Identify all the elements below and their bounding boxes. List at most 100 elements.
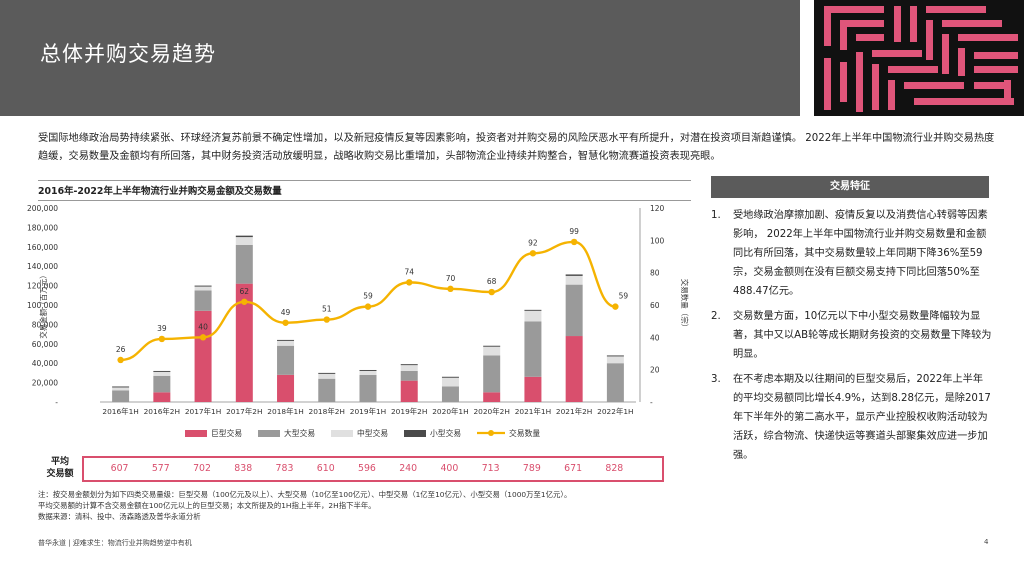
- bar-segment: [235, 237, 253, 245]
- y2-tick-label: -: [650, 398, 653, 407]
- deal-count-point: [158, 335, 166, 343]
- y2-axis-label: 交易数量（宗）: [680, 279, 690, 332]
- side-item-num: 3.: [711, 374, 721, 385]
- footer-text: 普华永道 | 迎难求生：物流行业并购趋势逆中有机: [38, 539, 192, 547]
- bar-segment: [483, 392, 501, 402]
- x-tick-label: 2021年2H: [556, 407, 592, 416]
- deal-count-label: 70: [446, 274, 456, 283]
- legend-label: 小型交易: [430, 428, 461, 438]
- deal-count-label: 51: [322, 305, 332, 314]
- bar-segment: [112, 387, 130, 391]
- page-title: 总体并购交易趋势: [40, 42, 216, 66]
- deal-count-point: [364, 303, 372, 310]
- deal-count-label: 59: [619, 292, 629, 301]
- bar-segment: [153, 375, 171, 393]
- bar-segment: [318, 372, 336, 374]
- note-line-3: 数据来源：清科、投中、汤森路透及普华永道分析: [38, 512, 201, 521]
- avg-value: 671: [564, 463, 583, 474]
- legend-label: 大型交易: [284, 428, 315, 438]
- avg-label-line2: 交易额: [46, 469, 74, 479]
- y2-tick-label: 20: [650, 366, 660, 375]
- deal-count-label: 68: [487, 277, 497, 286]
- deal-count-label: 40: [198, 322, 208, 331]
- legend-swatch: [331, 430, 353, 437]
- bar-segment: [524, 321, 542, 377]
- page-header: 总体并购交易趋势: [0, 0, 800, 116]
- bar-segment: [483, 346, 501, 356]
- avg-value: 607: [110, 463, 129, 474]
- bar-segment: [235, 283, 253, 402]
- deal-count-label: 59: [363, 292, 373, 301]
- bar-segment: [441, 377, 459, 387]
- avg-value: 596: [358, 463, 376, 474]
- deal-count-label: 39: [157, 324, 167, 333]
- bar-segment: [235, 235, 253, 238]
- avg-label: 平均 交易额: [38, 456, 82, 480]
- deal-count-point: [282, 319, 289, 326]
- bar-segment: [524, 376, 542, 402]
- y-tick-label: 120,000: [27, 282, 58, 291]
- y-tick-label: -: [55, 398, 58, 407]
- bar-segment: [565, 284, 583, 337]
- bar-segment: [441, 376, 459, 378]
- x-tick-label: 2019年1H: [350, 407, 386, 416]
- bar-segment: [112, 386, 130, 388]
- bar-segment: [359, 369, 377, 371]
- y2-tick-label: 80: [650, 269, 660, 278]
- y-tick-label: 100,000: [27, 301, 58, 310]
- bar-segment: [153, 370, 171, 372]
- bar-segment: [606, 356, 624, 364]
- x-tick-label: 2022年1H: [597, 407, 633, 416]
- side-item-text: 交易数量方面，10亿元以下中小型交易数量降幅较为显著，其中又以AB轮等成长期财务…: [733, 311, 992, 360]
- bar-segment: [483, 345, 501, 347]
- y-tick-label: 200,000: [27, 204, 58, 213]
- legend-swatch: [258, 430, 280, 437]
- deal-count-point: [570, 238, 578, 246]
- x-tick-label: 2020年1H: [432, 407, 468, 416]
- bar-segment: [277, 374, 295, 402]
- side-panel-list: 1. 受地缘政治摩擦加剧、疫情反复以及消费信心转弱等因素影响， 2022年上半年…: [711, 206, 993, 471]
- y-tick-label: 140,000: [27, 262, 58, 271]
- page-number: 4: [984, 538, 989, 546]
- x-tick-label: 2018年2H: [309, 407, 345, 416]
- deal-count-label: 49: [281, 308, 291, 317]
- x-tick-label: 2018年1H: [267, 407, 303, 416]
- bar-segment: [318, 378, 336, 402]
- y2-tick-label: 100: [650, 236, 665, 245]
- y-tick-label: 160,000: [27, 243, 58, 252]
- avg-value: 577: [151, 463, 170, 474]
- avg-value: 400: [440, 463, 459, 474]
- avg-value: 713: [481, 463, 500, 474]
- side-item-num: 2.: [711, 311, 721, 322]
- avg-value: 702: [193, 463, 211, 474]
- legend-line-marker: [488, 430, 494, 436]
- bar-segment: [565, 336, 583, 402]
- deal-count-point: [447, 285, 454, 293]
- deal-count-point: [241, 298, 248, 305]
- avg-value: 783: [275, 463, 294, 474]
- bar-segment: [153, 392, 171, 402]
- bar-segment: [359, 374, 377, 402]
- deal-count-label: 74: [404, 267, 414, 276]
- y-axis-label: 交易金额（百万元）: [38, 271, 48, 339]
- deal-count-point: [323, 316, 330, 323]
- side-item-text: 在不考虑本期及以往期间的巨型交易后，2022年上半年的平均交易额同比增长4.9%…: [733, 374, 991, 461]
- chart-notes: 注：按交易金额划分为如下四类交易量级：巨型交易（100亿元及以上）、大型交易（1…: [38, 489, 678, 522]
- x-tick-label: 2019年2H: [391, 407, 427, 416]
- avg-value: 838: [234, 463, 253, 474]
- deal-count-point: [117, 356, 124, 364]
- bar-segment: [194, 290, 212, 311]
- deal-count-label: 92: [528, 238, 538, 247]
- bar-segment: [277, 339, 295, 341]
- legend-swatch: [185, 430, 207, 437]
- deal-count-point: [199, 334, 207, 341]
- y-tick-label: 60,000: [32, 340, 58, 349]
- side-item-num: 1.: [711, 210, 721, 221]
- deal-count-point: [406, 279, 413, 286]
- bar-segment: [565, 275, 583, 285]
- bar-segment: [318, 373, 336, 379]
- bar-segment: [359, 370, 377, 375]
- y2-tick-label: 40: [650, 333, 660, 342]
- legend-label: 交易数量: [509, 428, 540, 438]
- avg-value: 828: [605, 463, 624, 474]
